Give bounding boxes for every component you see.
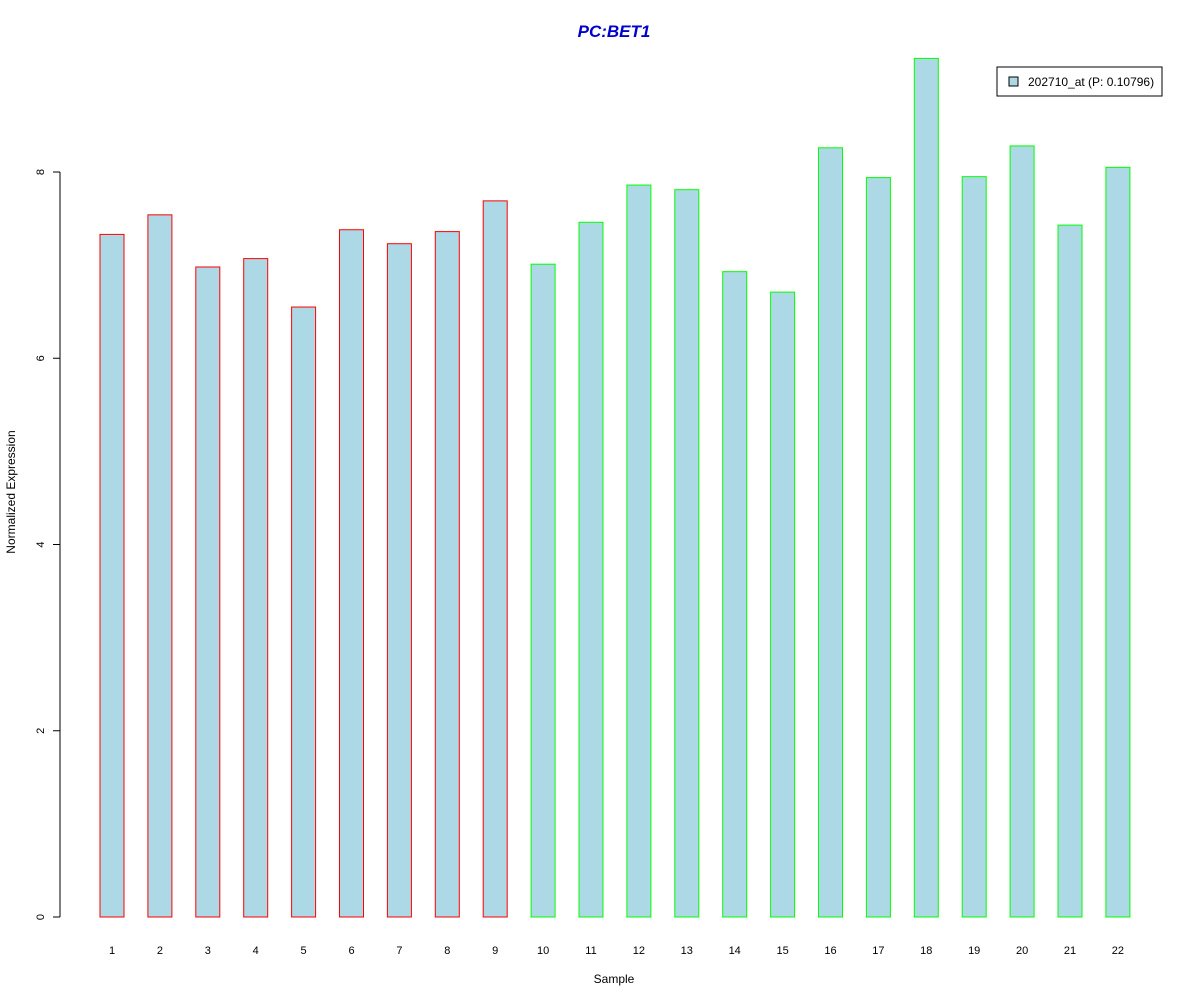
x-tick-label: 18 bbox=[920, 945, 932, 957]
legend-box bbox=[996, 66, 1163, 97]
x-tick-label: 5 bbox=[301, 945, 307, 957]
bar-sample-18 bbox=[913, 57, 939, 918]
bar-sample-11 bbox=[578, 221, 604, 918]
legend-label: 202710_at (P: 0.10796) bbox=[1028, 75, 1154, 89]
x-tick-label: 9 bbox=[492, 945, 498, 957]
x-tick-label: 21 bbox=[1064, 945, 1076, 957]
bar-sample-5 bbox=[291, 306, 317, 918]
chart-title: PC:BET1 bbox=[578, 22, 651, 41]
bar-sample-10 bbox=[530, 263, 556, 918]
x-tick-label: 11 bbox=[585, 945, 596, 957]
x-tick-label: 6 bbox=[348, 945, 354, 957]
y-tick-label: 6 bbox=[35, 355, 47, 361]
x-tick-label: 22 bbox=[1112, 945, 1124, 957]
x-tick-label: 2 bbox=[157, 945, 163, 957]
x-tick-label: 20 bbox=[1016, 945, 1028, 957]
y-tick-label: 4 bbox=[35, 541, 47, 547]
bars bbox=[99, 57, 1131, 918]
x-tick-label: 16 bbox=[824, 945, 836, 957]
bar-sample-12 bbox=[626, 184, 652, 918]
x-tick-label: 3 bbox=[205, 945, 211, 957]
bar-sample-14 bbox=[722, 271, 748, 918]
bar-sample-1 bbox=[99, 233, 125, 918]
bar-sample-7 bbox=[386, 243, 412, 918]
legend: 202710_at (P: 0.10796) bbox=[996, 66, 1163, 97]
x-tick-label: 14 bbox=[729, 945, 741, 957]
bar-sample-17 bbox=[865, 177, 891, 918]
legend-swatch bbox=[1008, 76, 1019, 87]
y-tick-label: 8 bbox=[35, 169, 47, 175]
bar-sample-20 bbox=[1009, 145, 1035, 918]
bar-sample-8 bbox=[434, 231, 460, 918]
x-tick-label: 13 bbox=[681, 945, 693, 957]
y-tick-label: 0 bbox=[35, 914, 47, 920]
bar-sample-16 bbox=[818, 147, 843, 918]
bar-sample-19 bbox=[961, 176, 987, 918]
y-axis: 0 2 4 6 8 bbox=[35, 169, 61, 920]
x-axis-label: Sample bbox=[594, 972, 635, 986]
bar-sample-3 bbox=[195, 266, 221, 918]
x-tick-label: 8 bbox=[444, 945, 450, 957]
x-tick-label: 19 bbox=[968, 945, 980, 957]
x-tick-label: 17 bbox=[872, 945, 884, 957]
bar-sample-21 bbox=[1057, 224, 1083, 918]
x-tick-labels: 1 2 3 4 5 6 7 8 9 10 11 12 13 14 15 16 17 18 19 20 21 22 bbox=[109, 945, 1124, 957]
y-tick-label: 2 bbox=[35, 728, 47, 734]
x-tick-label: 1 bbox=[109, 945, 115, 957]
x-tick-label: 10 bbox=[537, 945, 549, 957]
bar-sample-22 bbox=[1105, 166, 1131, 918]
y-axis-label: Normalized Expression bbox=[4, 430, 18, 553]
x-tick-label: 7 bbox=[396, 945, 402, 957]
bar-sample-13 bbox=[674, 189, 700, 918]
bar-sample-6 bbox=[339, 229, 364, 918]
bar-sample-9 bbox=[482, 200, 508, 918]
x-tick-label: 4 bbox=[253, 945, 259, 957]
bar-sample-4 bbox=[243, 258, 269, 918]
x-tick-label: 15 bbox=[776, 945, 788, 957]
x-tick-label: 12 bbox=[633, 945, 645, 957]
bar-sample-2 bbox=[147, 214, 173, 918]
bar-sample-15 bbox=[770, 291, 796, 918]
